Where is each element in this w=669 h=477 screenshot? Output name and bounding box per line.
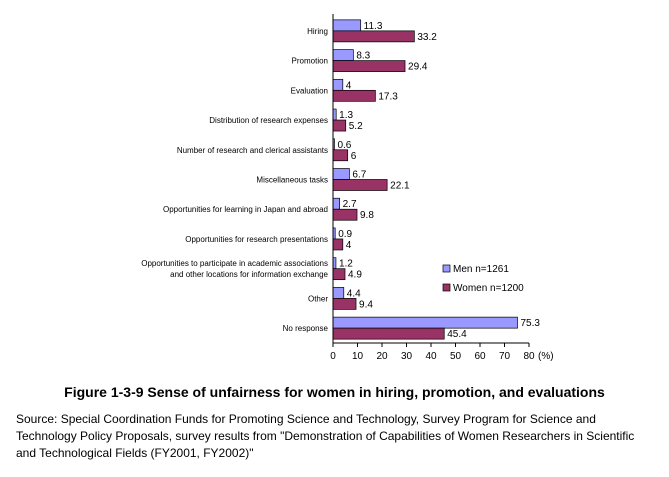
bar-women-8 xyxy=(332,268,346,281)
value-label-women-6: 9.8 xyxy=(360,210,374,221)
bar-men-2 xyxy=(332,78,344,91)
category-label-3: Distribution of research expenses xyxy=(209,116,328,125)
value-label-men-4: 0.6 xyxy=(337,140,351,151)
value-label-men-2: 4 xyxy=(346,80,352,91)
bar-chart: 11.3 33.2 Hiring 8.3 29.4 Promotion 4 17.3 Evalu… xyxy=(141,14,554,362)
x-tick-label-40: 40 xyxy=(425,351,437,362)
bar-women-7 xyxy=(332,238,344,251)
category-label-6: Opportunities for learning in Japan and … xyxy=(163,205,328,214)
x-tick-label-0: 0 xyxy=(330,351,336,362)
value-label-men-8: 1.2 xyxy=(339,259,353,270)
value-label-men-0: 11.3 xyxy=(364,21,383,32)
bar-women-4 xyxy=(332,149,349,162)
bar-women-5 xyxy=(332,179,388,191)
x-tick-label-60: 60 xyxy=(474,351,486,362)
category-label-4: Number of research and clerical assistan… xyxy=(177,146,328,155)
bar-men-6 xyxy=(332,197,340,210)
bar-women-3 xyxy=(332,119,347,132)
x-tick-label-70: 70 xyxy=(499,351,511,362)
category-label-2: Evaluation xyxy=(291,86,328,95)
x-tick-label-80: 80 xyxy=(523,351,535,362)
bar-women-2 xyxy=(332,89,376,102)
bar-men-0 xyxy=(332,19,362,32)
bar-men-9 xyxy=(332,287,345,299)
x-tick-label-20: 20 xyxy=(376,351,388,362)
value-label-women-8: 4.9 xyxy=(348,270,362,281)
category-label-0: Hiring xyxy=(307,27,328,36)
value-label-women-3: 5.2 xyxy=(349,121,363,132)
value-label-women-4: 6 xyxy=(351,151,357,162)
value-label-men-6: 2.7 xyxy=(343,199,357,210)
bar-men-1 xyxy=(332,49,354,61)
value-label-women-2: 17.3 xyxy=(378,91,398,102)
figure-source: Source: Special Coordination Funds for P… xyxy=(16,411,656,462)
value-label-women-9: 9.4 xyxy=(359,299,373,310)
value-label-women-10: 45.4 xyxy=(447,329,467,340)
value-label-women-5: 22.1 xyxy=(390,181,410,192)
category-label-8-1: and other locations for information exch… xyxy=(170,270,328,279)
value-label-women-0: 33.2 xyxy=(417,32,437,43)
category-label-8-0: Opportunities to participate in academic… xyxy=(141,259,328,268)
bar-men-10 xyxy=(332,316,518,329)
value-label-men-9: 4.4 xyxy=(347,288,361,299)
legend-label-men: Men n=1261 xyxy=(453,264,509,275)
bar-women-0 xyxy=(332,30,415,43)
bar-women-6 xyxy=(332,208,358,221)
bar-women-1 xyxy=(332,60,406,72)
category-label-5: Miscellaneous tasks xyxy=(256,176,328,185)
category-label-9: Other xyxy=(308,294,328,303)
source-text: Special Coordination Funds for Promoting… xyxy=(16,412,635,460)
legend-swatch-women xyxy=(442,283,451,292)
legend-swatch-men xyxy=(442,264,451,273)
value-label-men-5: 6.7 xyxy=(352,170,366,181)
x-tick-label-10: 10 xyxy=(352,351,364,362)
source-prefix: Source: xyxy=(16,412,58,426)
value-label-men-10: 75.3 xyxy=(520,318,540,329)
legend-label-women: Women n=1200 xyxy=(453,283,524,294)
x-tick-label-50: 50 xyxy=(450,351,462,362)
figure-title: Figure 1-3-9 Sense of unfairness for wom… xyxy=(64,384,605,400)
x-tick-label-30: 30 xyxy=(401,351,413,362)
category-label-7: Opportunities for research presentations xyxy=(185,235,328,244)
bar-men-5 xyxy=(332,168,350,180)
value-label-men-7: 0.9 xyxy=(338,229,352,240)
value-label-women-1: 29.4 xyxy=(408,62,428,73)
bar-women-10 xyxy=(332,327,445,340)
category-label-1: Promotion xyxy=(292,57,328,66)
value-label-men-3: 1.3 xyxy=(339,110,353,121)
bar-women-9 xyxy=(332,298,357,310)
x-axis-unit: (%) xyxy=(538,351,554,362)
value-label-men-1: 8.3 xyxy=(356,51,370,62)
category-label-10: No response xyxy=(283,324,329,333)
value-label-women-7: 4 xyxy=(346,240,352,251)
